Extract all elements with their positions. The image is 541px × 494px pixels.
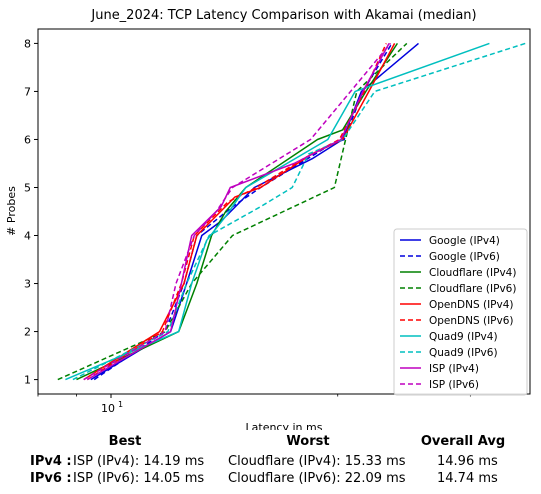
legend-label-1: Google (IPv6) xyxy=(429,251,500,263)
summary-row-ipv6-best: ISP (IPv6): 14.05 ms xyxy=(73,471,204,486)
summary-row-ipv6-avg: 14.74 ms xyxy=(437,471,498,486)
legend-label-6: Quad9 (IPv4) xyxy=(429,331,498,343)
x-tick-label: 10 xyxy=(101,402,115,415)
series-line-9 xyxy=(84,43,391,379)
y-tick-label: 1 xyxy=(24,374,31,387)
legend-label-3: Cloudflare (IPv6) xyxy=(429,283,516,295)
y-tick-label: 8 xyxy=(24,37,31,50)
latency-chart: June_2024: TCP Latency Comparison with A… xyxy=(0,0,541,430)
y-tick-label: 4 xyxy=(24,230,31,243)
summary-header-avg: Overall Avg xyxy=(421,434,505,449)
legend-label-4: OpenDNS (IPv4) xyxy=(429,299,514,311)
series-line-1 xyxy=(94,43,392,379)
x-axis-label: Latency in ms xyxy=(246,421,323,430)
legend-label-8: ISP (IPv4) xyxy=(429,363,479,375)
summary-header-best: Best xyxy=(109,434,142,449)
summary-row-ipv6-worst: Cloudflare (IPv6): 22.09 ms xyxy=(228,471,406,486)
summary-row-ipv4-worst: Cloudflare (IPv4): 15.33 ms xyxy=(228,454,406,469)
x-tick-exponent: 1 xyxy=(118,400,123,409)
legend-label-5: OpenDNS (IPv6) xyxy=(429,315,514,327)
legend-label-2: Cloudflare (IPv4) xyxy=(429,267,516,279)
summary-row-ipv4-label: IPv4 : xyxy=(30,454,72,469)
summary-table: Best Worst Overall Avg IPv4 : ISP (IPv4)… xyxy=(0,430,541,494)
legend-label-0: Google (IPv4) xyxy=(429,235,500,247)
summary-row-ipv6-label: IPv6 : xyxy=(30,471,72,486)
y-tick-label: 7 xyxy=(24,85,31,98)
y-axis-label: # Probes xyxy=(5,186,18,236)
chart-title: June_2024: TCP Latency Comparison with A… xyxy=(90,8,476,23)
y-tick-label: 5 xyxy=(24,181,31,194)
series-line-8 xyxy=(87,43,389,379)
y-tick-label: 3 xyxy=(24,278,31,291)
summary-row-ipv4-avg: 14.96 ms xyxy=(437,454,498,469)
legend-label-9: ISP (IPv6) xyxy=(429,379,479,391)
series-line-4 xyxy=(84,43,395,379)
legend: Google (IPv4) Google (IPv6) Cloudflare (IP… xyxy=(394,229,527,395)
summary-row-ipv4-best: ISP (IPv4): 14.19 ms xyxy=(73,454,204,469)
series-line-5 xyxy=(87,43,386,379)
summary-header-worst: Worst xyxy=(286,434,329,449)
series-line-0 xyxy=(91,43,419,379)
y-tick-label: 6 xyxy=(24,133,31,146)
legend-label-7: Quad9 (IPv6) xyxy=(429,347,498,359)
y-tick-label: 2 xyxy=(24,326,31,339)
